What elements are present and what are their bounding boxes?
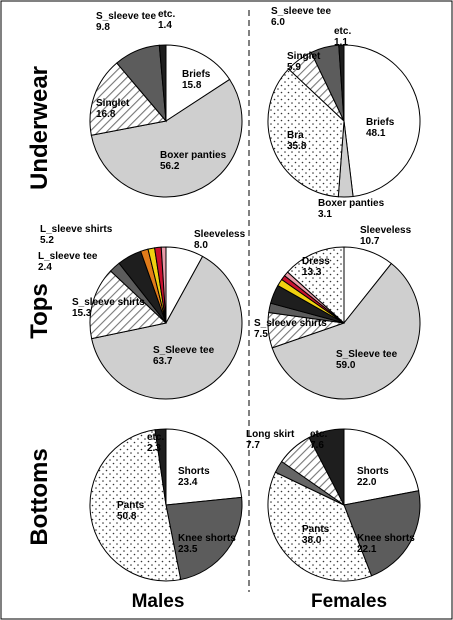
pie-bottoms-females: Shorts 22.0 Knee shorts 22.1 Pants 38.0 Long s… [246,428,421,582]
slice-label-pants: Pants 50.8 [117,500,145,522]
slice-singlet [89,62,167,136]
slice-label-s-sleeve-tee: S_Sleeve tee 63.7 [153,345,215,367]
slice-label-pants: Pants 38.0 [302,524,330,546]
slice-label-dress: Dress 13.3 [302,256,330,278]
slice-label-shorts: Shorts 23.4 [178,466,210,488]
pie-underwear-males: Briefs 15.8 Boxer panties 56.2 Singlet 16.8 S_… [89,9,243,198]
slice-label-knee-shorts: Knee shorts 23.5 [178,533,236,555]
pie-underwear-females: Briefs 48.1 Boxer panties 3.1 Bra 35.8 Singlet… [267,6,421,220]
slice-label-s-sleeve-tee: S_Sleeve tee 59.0 [336,349,398,371]
slice-label-boxer-panties: Boxer panties 3.1 [318,198,385,220]
slice-label-knee-shorts: Knee shorts 22.1 [357,533,415,555]
slice-label-shorts: Shorts 22.0 [357,466,389,488]
slice-etc [308,428,345,506]
slice-label-l-sleeve-tee: L_sleeve tee 2.4 [38,251,98,273]
slice-etc [338,44,345,122]
pie-tops-males: Sleeveless 8.0 S_Sleeve tee 63.7 S_sleeve sh… [38,224,246,400]
slice-briefs [343,44,421,198]
row-label-tops: Tops [26,283,53,339]
slice-pants [267,471,373,582]
slice-label-sleeveless: Sleeveless 10.7 [360,225,412,247]
slice-label-s-sleeve-shirts: S_sleeve shirts 15.3 [72,297,145,319]
slice-briefs [165,44,231,122]
pie-bottoms-males: Shorts 23.4 Knee shorts 23.5 Pants 50.8 etc. 2.… [89,428,243,582]
slice-dress [286,246,345,325]
slice-label-etc: etc. 1.1 [334,26,351,48]
slice-label-long-skirt: Long skirt 7.7 [246,429,295,451]
slice-pants [89,429,182,582]
slice-s-sleeve-shirts [89,270,168,340]
slice-shorts [343,428,420,506]
slice-label-s-sleeve-shirts: S_sleeve shirts 7.5 [254,318,327,340]
slice-label-briefs: Briefs 15.8 [182,69,211,91]
slice-label-bra: Bra 35.8 [287,130,307,152]
slice-label-singlet: Singlet 5.9 [287,51,321,73]
pie-tops-females: Sleeveless 10.7 S_Sleeve tee 59.0 S_sleeve s… [254,225,421,400]
row-label-bottoms: Bottoms [26,448,53,545]
slice-bra [267,68,345,198]
row-label-underwear: Underwear [26,66,53,190]
slice-label-etc: etc. 2.3 [147,432,164,454]
slice-s-sleeve-tee [271,262,421,400]
slice-label-s-sleeve-tee: S_sleeve tee 6.0 [271,6,331,28]
slice-label-l-sleeve-shirts: L_sleeve shirts 5.2 [40,224,113,246]
slice-label-boxer-panties: Boxer panties 56.2 [160,150,227,172]
slice-label-etc: etc. 1.4 [158,9,175,31]
slice-label-etc: etc. 7.6 [310,429,327,451]
slice-unlabeled-8 [160,246,167,324]
column-label-females: Females [311,591,387,612]
slice-label-briefs: Briefs 48.1 [366,117,395,139]
column-label-males: Males [132,591,185,612]
slice-knee-shorts [165,496,243,581]
slice-etc [158,44,167,122]
slice-label-sleeveless: Sleeveless 8.0 [194,229,246,251]
pie-charts: Briefs 15.8 Boxer panties 56.2 Singlet 16.8 S_… [38,6,421,582]
slice-boxer-panties [90,78,243,198]
slice-label-s-sleeve-tee: S_sleeve tee 9.8 [96,11,156,33]
slice-label-singlet: Singlet 16.8 [96,98,130,120]
slice-s-sleeve-tee [91,255,243,400]
slice-etc [154,428,167,506]
slice-shorts [165,428,243,506]
slice-knee-shorts [343,490,421,577]
